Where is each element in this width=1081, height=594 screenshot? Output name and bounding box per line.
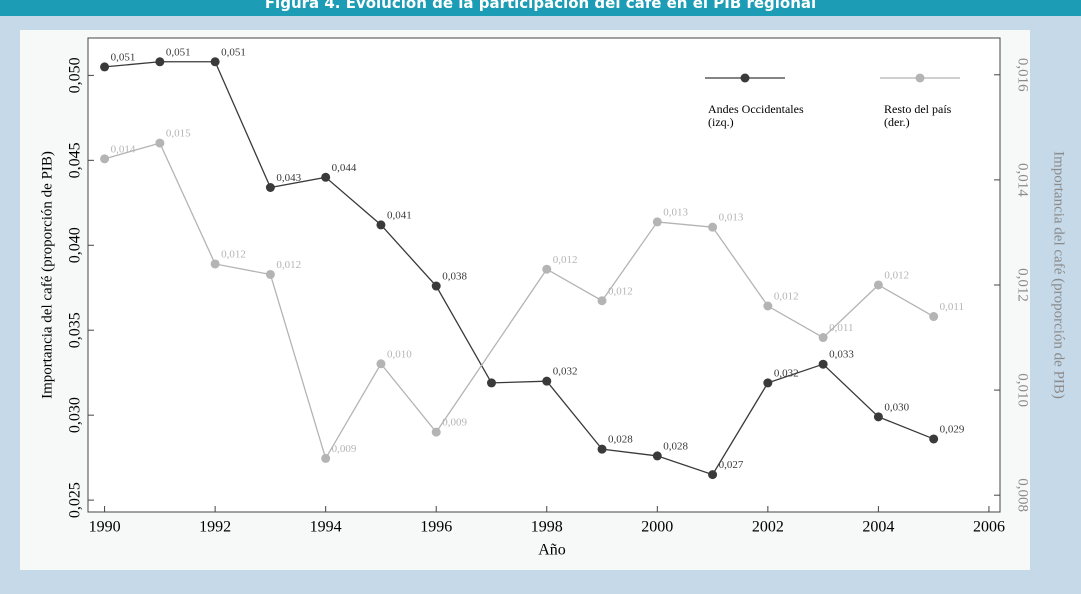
y-axis-label: Importancia del café (proporción de PIB)	[39, 151, 55, 399]
data-label: 0,030	[884, 401, 909, 413]
data-point	[763, 378, 773, 388]
legend-label: Resto del país (der.)	[884, 102, 952, 129]
data-label: 0,015	[166, 128, 191, 140]
y2-tick-label: 0,014	[1015, 163, 1031, 197]
data-label: 0,012	[774, 291, 799, 303]
y2-tick-label: 0,010	[1015, 373, 1031, 407]
data-point	[818, 333, 828, 343]
data-label: 0,013	[719, 212, 744, 224]
data-label: 0,041	[387, 209, 412, 221]
data-label: 0,043	[276, 172, 301, 184]
x-tick-label: 1992	[199, 519, 231, 536]
data-label: 0,032	[553, 366, 578, 378]
y-tick-label: 0,035	[67, 312, 84, 348]
data-point	[100, 62, 110, 72]
data-point	[542, 264, 552, 274]
data-point	[652, 217, 662, 227]
plot-area	[87, 37, 1001, 513]
data-point	[376, 359, 386, 369]
data-point	[486, 378, 496, 388]
data-point	[265, 269, 275, 279]
data-point	[873, 412, 883, 422]
data-label: 0,012	[221, 248, 246, 260]
data-point	[763, 301, 773, 311]
x-tick-label: 2000	[641, 519, 673, 536]
data-point	[708, 470, 718, 480]
x-tick-label: 1990	[89, 519, 121, 536]
x-axis-label: Año	[538, 542, 566, 559]
data-label: 0,029	[940, 423, 965, 435]
data-point	[708, 222, 718, 232]
y2-tick-label: 0,012	[1015, 268, 1031, 302]
data-label: 0,032	[774, 367, 799, 379]
data-point	[597, 296, 607, 306]
data-point	[431, 281, 441, 291]
data-point	[100, 154, 110, 164]
x-tick-label: 1998	[531, 519, 563, 536]
data-label: 0,013	[663, 206, 688, 218]
x-tick-label: 2004	[862, 519, 894, 536]
legend-label: Andes Occidentales (izq.)	[708, 102, 804, 129]
data-label: 0,009	[442, 417, 467, 429]
data-label: 0,012	[608, 285, 633, 297]
y-tick-label: 0,050	[67, 57, 84, 93]
y2-tick-label: 0,008	[1015, 478, 1031, 512]
x-tick-label: 1994	[310, 519, 342, 536]
data-label: 0,012	[884, 270, 909, 282]
data-label: 0,011	[940, 301, 964, 313]
series-line	[104, 61, 934, 476]
data-label: 0,014	[111, 143, 136, 155]
y-tick-label: 0,025	[67, 482, 84, 518]
data-label: 0,012	[276, 259, 301, 271]
y2-tick-label: 0,016	[1015, 58, 1031, 92]
data-point	[652, 451, 662, 461]
y-tick-label: 0,030	[67, 397, 84, 433]
data-point	[155, 57, 165, 67]
data-label: 0,051	[166, 46, 191, 58]
x-tick-label: 2006	[973, 519, 1005, 536]
title: Figura 4. Evolución de la participación …	[0, 0, 1081, 16]
data-point	[265, 183, 275, 193]
data-point	[431, 427, 441, 437]
data-label: 0,051	[221, 46, 246, 58]
data-point	[542, 376, 552, 386]
data-label: 0,012	[553, 254, 578, 266]
data-point	[321, 172, 331, 182]
legend-marker	[915, 73, 925, 83]
data-point	[376, 220, 386, 230]
data-point	[929, 312, 939, 322]
data-label: 0,038	[442, 271, 467, 283]
data-label: 0,010	[387, 348, 412, 360]
data-label: 0,011	[829, 322, 853, 334]
data-point	[597, 444, 607, 454]
data-point	[155, 138, 165, 148]
data-label: 0,033	[829, 349, 854, 361]
data-point	[929, 434, 939, 444]
data-point	[873, 280, 883, 290]
data-point	[210, 259, 220, 269]
data-label: 0,028	[663, 440, 688, 452]
data-label: 0,009	[332, 443, 357, 455]
data-label: 0,051	[111, 51, 136, 63]
data-point	[210, 57, 220, 67]
data-label: 0,028	[608, 434, 633, 446]
x-tick-label: 1996	[420, 519, 452, 536]
x-tick-label: 2002	[752, 519, 784, 536]
data-point	[321, 453, 331, 463]
y-tick-label: 0,045	[67, 142, 84, 178]
y-tick-label: 0,040	[67, 227, 84, 263]
data-point	[818, 359, 828, 369]
y2-axis-label: Importancia del café (proporción de PIB)	[1051, 151, 1067, 399]
legend-marker	[740, 73, 750, 83]
data-label: 0,027	[719, 459, 744, 471]
data-label: 0,044	[332, 162, 357, 174]
